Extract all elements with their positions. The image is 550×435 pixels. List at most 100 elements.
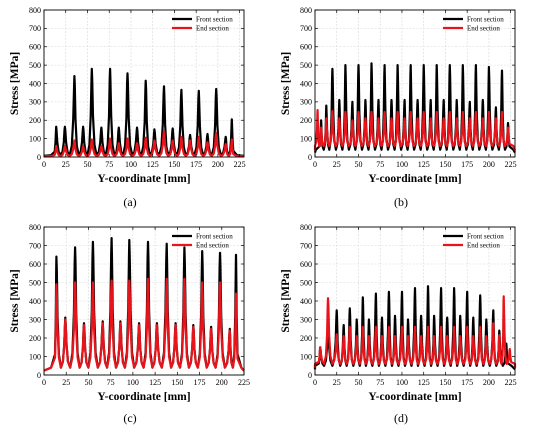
y-tick-label: 100: [300, 134, 312, 143]
x-tick-label: 100: [396, 160, 408, 169]
y-tick-label: 0: [308, 153, 312, 162]
series-line-front-section: [43, 67, 245, 157]
y-tick-label: 800: [300, 6, 312, 15]
legend-label-front-section: Front section: [196, 232, 233, 240]
x-tick-label: 125: [418, 378, 430, 387]
y-tick-label: 300: [300, 315, 312, 324]
y-tick-label: 400: [29, 79, 41, 88]
x-tick-label: 225: [234, 160, 246, 169]
chart-panel-2: 0 100 200 300 400 500 600 700 800 0 25 50 75 100 125 15…: [280, 6, 517, 209]
x-tick-label: 75: [105, 160, 113, 169]
x-tick-label: 150: [171, 378, 183, 387]
x-tick-label: 200: [212, 160, 224, 169]
x-tick-label: 100: [125, 160, 137, 169]
x-tick-label: 150: [168, 160, 180, 169]
y-tick-label: 700: [300, 241, 312, 250]
y-tick-label: 200: [300, 334, 312, 343]
legend-label-end-section: End section: [196, 24, 229, 32]
y-axis-label: Stress [MPa]: [9, 269, 21, 332]
y-tick-label: 300: [29, 98, 41, 107]
y-tick-label: 800: [29, 223, 41, 232]
y-tick-label: 400: [300, 79, 312, 88]
x-tick-label: 25: [333, 378, 341, 387]
y-tick-label: 200: [300, 116, 312, 125]
x-tick-label: 50: [354, 160, 362, 169]
x-axis-label: Y-coordinate [mm]: [97, 173, 190, 185]
x-tick-label: 200: [483, 378, 495, 387]
x-tick-label: 125: [149, 378, 161, 387]
y-tick-label: 100: [29, 352, 41, 361]
x-axis-label: Y-coordinate [mm]: [97, 391, 190, 403]
x-tick-label: 175: [461, 160, 473, 169]
panel-label: (b): [394, 195, 408, 209]
chart-panel-4: 0 100 200 300 400 500 600 700 800 0 25 50 75 100 125 15…: [280, 223, 517, 425]
y-tick-label: 0: [37, 371, 41, 380]
x-tick-label: 50: [83, 160, 91, 169]
legend-label-end-section: End section: [196, 241, 229, 249]
x-tick-label: 50: [84, 378, 92, 387]
y-tick-label: 700: [29, 241, 41, 250]
y-tick-label: 600: [29, 43, 41, 52]
x-tick-label: 175: [461, 378, 473, 387]
y-tick-label: 800: [300, 223, 312, 232]
y-tick-label: 100: [29, 134, 41, 143]
legend-label-front-section: Front section: [196, 15, 233, 23]
x-tick-label: 100: [127, 378, 139, 387]
x-tick-label: 25: [333, 160, 341, 169]
x-tick-label: 125: [418, 160, 430, 169]
x-tick-label: 25: [62, 378, 70, 387]
legend-label-front-section: Front section: [467, 15, 504, 23]
panel-label: (d): [394, 411, 408, 425]
y-tick-label: 0: [308, 371, 312, 380]
series-line-end-section: [43, 277, 245, 372]
y-tick-label: 500: [29, 278, 41, 287]
y-tick-label: 200: [29, 334, 41, 343]
x-tick-label: 175: [190, 160, 202, 169]
y-tick-label: 600: [300, 260, 312, 269]
y-tick-label: 800: [29, 6, 41, 15]
x-tick-label: 150: [439, 378, 451, 387]
x-tick-label: 200: [483, 160, 495, 169]
x-tick-label: 0: [313, 378, 317, 387]
y-tick-label: 700: [300, 24, 312, 33]
x-axis-label: Y-coordinate [mm]: [368, 173, 461, 185]
x-tick-label: 225: [238, 378, 250, 387]
x-tick-label: 75: [376, 160, 384, 169]
x-tick-label: 100: [396, 378, 408, 387]
x-tick-label: 25: [62, 160, 70, 169]
legend-label-end-section: End section: [467, 24, 500, 32]
y-tick-label: 0: [37, 153, 41, 162]
y-tick-label: 500: [300, 278, 312, 287]
x-tick-label: 75: [107, 378, 115, 387]
y-tick-label: 200: [29, 116, 41, 125]
y-tick-label: 600: [29, 260, 41, 269]
y-tick-label: 300: [300, 98, 312, 107]
panel-label: (a): [123, 195, 136, 209]
y-axis-label: Stress [MPa]: [280, 269, 292, 332]
y-tick-label: 400: [29, 297, 41, 306]
x-tick-label: 225: [505, 378, 517, 387]
x-tick-label: 50: [354, 378, 362, 387]
panel-label: (c): [123, 411, 136, 425]
x-tick-label: 150: [439, 160, 451, 169]
x-tick-label: 175: [194, 378, 206, 387]
x-tick-label: 200: [216, 378, 228, 387]
legend-label-end-section: End section: [467, 241, 500, 249]
y-tick-label: 500: [29, 61, 41, 70]
series-line-end-section: [313, 295, 517, 369]
x-tick-label: 0: [42, 160, 46, 169]
series-line-end-section: [43, 130, 245, 158]
y-tick-label: 300: [29, 315, 41, 324]
x-tick-label: 0: [313, 160, 317, 169]
chart-panel-3: 0 100 200 300 400 500 600 700 800 0 25 50 75 100 125 15…: [9, 223, 250, 425]
chart-panel-1: 0 100 200 300 400 500 600 700 800 0 25 50 75 100 125 15…: [9, 6, 246, 209]
y-axis-label: Stress [MPa]: [9, 52, 21, 115]
legend-label-front-section: Front section: [467, 232, 504, 240]
y-axis-label: Stress [MPa]: [280, 52, 292, 115]
y-tick-label: 700: [29, 24, 41, 33]
x-tick-label: 125: [147, 160, 159, 169]
series-line-end-section: [313, 109, 517, 151]
x-axis-label: Y-coordinate [mm]: [368, 391, 461, 403]
y-tick-label: 100: [300, 352, 312, 361]
